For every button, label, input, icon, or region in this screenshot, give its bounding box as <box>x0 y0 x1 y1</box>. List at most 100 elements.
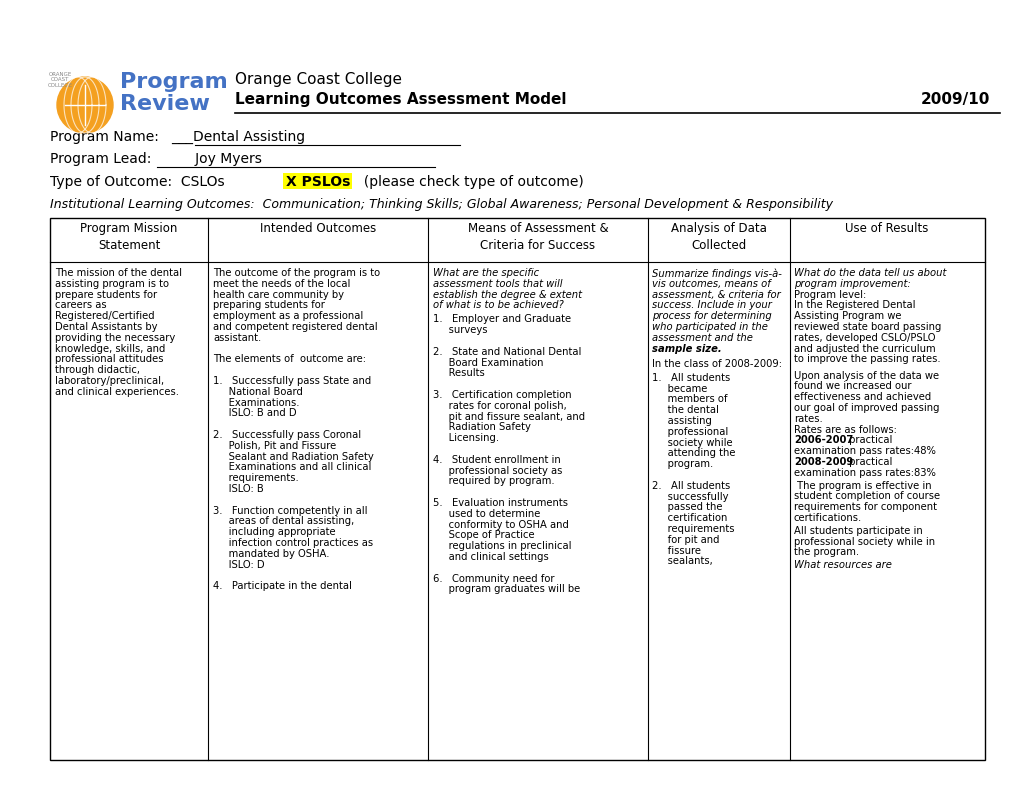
Text: 2.   State and National Dental: 2. State and National Dental <box>433 347 581 357</box>
Text: assessment, & criteria for: assessment, & criteria for <box>651 290 780 299</box>
Text: The program is effective in: The program is effective in <box>793 481 930 491</box>
Text: 3.   Function competently in all: 3. Function competently in all <box>213 506 367 515</box>
Text: Registered/Certified: Registered/Certified <box>55 311 155 322</box>
Text: Summarize findings vis-à-: Summarize findings vis-à- <box>651 268 782 278</box>
Text: and adjusted the curriculum: and adjusted the curriculum <box>793 344 934 354</box>
Text: Intended Outcomes: Intended Outcomes <box>260 222 376 235</box>
Text: National Board: National Board <box>213 387 303 397</box>
Text: practical: practical <box>845 436 892 445</box>
Text: Program: Program <box>120 72 227 92</box>
Text: certifications.: certifications. <box>793 513 861 523</box>
Text: Licensing.: Licensing. <box>433 433 498 443</box>
Text: ISLO: D: ISLO: D <box>213 559 264 570</box>
Text: professional: professional <box>651 427 728 437</box>
Text: for pit and: for pit and <box>651 535 718 545</box>
Text: laboratory/preclinical,: laboratory/preclinical, <box>55 376 164 386</box>
Text: surveys: surveys <box>433 325 487 335</box>
Text: knowledge, skills, and: knowledge, skills, and <box>55 344 165 354</box>
Text: 2009/10: 2009/10 <box>920 92 989 107</box>
Text: 3.   Certification completion: 3. Certification completion <box>433 390 571 400</box>
Text: 1.   Successfully pass State and: 1. Successfully pass State and <box>213 376 371 386</box>
Text: including appropriate: including appropriate <box>213 527 335 537</box>
Text: In the class of 2008-2009:: In the class of 2008-2009: <box>651 359 782 369</box>
Text: preparing students for: preparing students for <box>213 300 325 310</box>
Text: Review: Review <box>120 94 210 114</box>
Bar <box>50 218 984 760</box>
Text: 4.   Student enrollment in: 4. Student enrollment in <box>433 455 560 465</box>
Text: What resources are: What resources are <box>793 560 891 571</box>
Text: (please check type of outcome): (please check type of outcome) <box>355 175 583 189</box>
Text: The mission of the dental: The mission of the dental <box>55 268 181 278</box>
Text: assisting: assisting <box>651 416 711 426</box>
Text: rates, developed CSLO/PSLO: rates, developed CSLO/PSLO <box>793 333 934 343</box>
Text: assessment tools that will: assessment tools that will <box>433 279 561 288</box>
Text: establish the degree & extent: establish the degree & extent <box>433 290 582 299</box>
Text: 1.   Employer and Graduate: 1. Employer and Graduate <box>433 314 571 325</box>
Text: Program Name:   ___Dental Assisting: Program Name: ___Dental Assisting <box>50 130 305 144</box>
Text: mandated by OSHA.: mandated by OSHA. <box>213 548 329 559</box>
Text: 2.   Successfully pass Coronal: 2. Successfully pass Coronal <box>213 430 361 440</box>
Text: 6.   Community need for: 6. Community need for <box>433 574 554 584</box>
Text: professional attitudes: professional attitudes <box>55 355 163 364</box>
Text: ISLO: B: ISLO: B <box>213 484 264 494</box>
Text: reviewed state board passing: reviewed state board passing <box>793 322 941 332</box>
Text: Analysis of Data
Collected: Analysis of Data Collected <box>671 222 766 252</box>
Text: passed the: passed the <box>651 503 721 512</box>
Text: successfully: successfully <box>651 492 728 501</box>
Text: through didactic,: through didactic, <box>55 365 140 375</box>
Text: requirements.: requirements. <box>213 474 299 483</box>
Text: and clinical experiences.: and clinical experiences. <box>55 387 178 397</box>
Text: careers as: careers as <box>55 300 107 310</box>
Text: assessment and the: assessment and the <box>651 333 752 343</box>
Text: Sealant and Radiation Safety: Sealant and Radiation Safety <box>213 452 373 462</box>
Text: process for determining: process for determining <box>651 311 771 322</box>
Text: Program level:: Program level: <box>793 290 865 299</box>
Text: program improvement:: program improvement: <box>793 279 910 288</box>
Text: program.: program. <box>651 459 712 469</box>
Text: program graduates will be: program graduates will be <box>433 585 580 594</box>
Text: to improve the passing rates.: to improve the passing rates. <box>793 355 940 364</box>
Text: health care community by: health care community by <box>213 290 343 299</box>
Text: Upon analysis of the data we: Upon analysis of the data we <box>793 370 938 381</box>
Text: sample size.: sample size. <box>651 344 720 354</box>
Text: ORANGE
COAST
COLLEGE: ORANGE COAST COLLEGE <box>48 72 72 87</box>
Text: Results: Results <box>433 369 484 378</box>
Text: Polish, Pit and Fissure: Polish, Pit and Fissure <box>213 440 336 451</box>
Text: Type of Outcome:  CSLOs: Type of Outcome: CSLOs <box>50 175 237 189</box>
Text: infection control practices as: infection control practices as <box>213 538 373 548</box>
Text: and clinical settings: and clinical settings <box>433 552 548 562</box>
Text: found we increased our: found we increased our <box>793 381 911 392</box>
Text: Assisting Program we: Assisting Program we <box>793 311 901 322</box>
Text: 2.   All students: 2. All students <box>651 481 730 491</box>
Text: Dental Assistants by: Dental Assistants by <box>55 322 157 332</box>
Text: society while: society while <box>651 437 732 448</box>
Text: pit and fissure sealant, and: pit and fissure sealant, and <box>433 411 585 422</box>
Text: Means of Assessment &
Criteria for Success: Means of Assessment & Criteria for Succe… <box>468 222 607 252</box>
Text: Examinations and all clinical: Examinations and all clinical <box>213 463 371 472</box>
Text: 1.   All students: 1. All students <box>651 373 730 383</box>
Text: Scope of Practice: Scope of Practice <box>433 530 534 541</box>
Text: 2008-2009: 2008-2009 <box>793 457 853 467</box>
Text: The elements of  outcome are:: The elements of outcome are: <box>213 355 366 364</box>
Text: student completion of course: student completion of course <box>793 492 940 501</box>
Text: X PSLOs: X PSLOs <box>285 175 351 189</box>
Text: 5.   Evaluation instruments: 5. Evaluation instruments <box>433 498 568 508</box>
Text: Use of Results: Use of Results <box>845 222 927 235</box>
Text: What are the specific: What are the specific <box>433 268 539 278</box>
Text: Orange Coast College: Orange Coast College <box>234 72 401 87</box>
Text: vis outcomes, means of: vis outcomes, means of <box>651 279 770 288</box>
Text: All students participate in: All students participate in <box>793 526 922 536</box>
Text: In the Registered Dental: In the Registered Dental <box>793 300 915 310</box>
Text: the program.: the program. <box>793 548 858 557</box>
Text: Rates are as follows:: Rates are as follows: <box>793 425 896 435</box>
Bar <box>282 173 352 189</box>
Text: success. Include in your: success. Include in your <box>651 300 771 310</box>
Text: our goal of improved passing: our goal of improved passing <box>793 403 938 413</box>
Text: examination pass rates:48%: examination pass rates:48% <box>793 446 935 456</box>
Text: Examinations.: Examinations. <box>213 398 300 407</box>
Text: 2006-2007: 2006-2007 <box>793 436 853 445</box>
Text: professional society as: professional society as <box>433 466 561 476</box>
Text: The outcome of the program is to: The outcome of the program is to <box>213 268 380 278</box>
Text: fissure: fissure <box>651 545 700 556</box>
Text: providing the necessary: providing the necessary <box>55 333 175 343</box>
